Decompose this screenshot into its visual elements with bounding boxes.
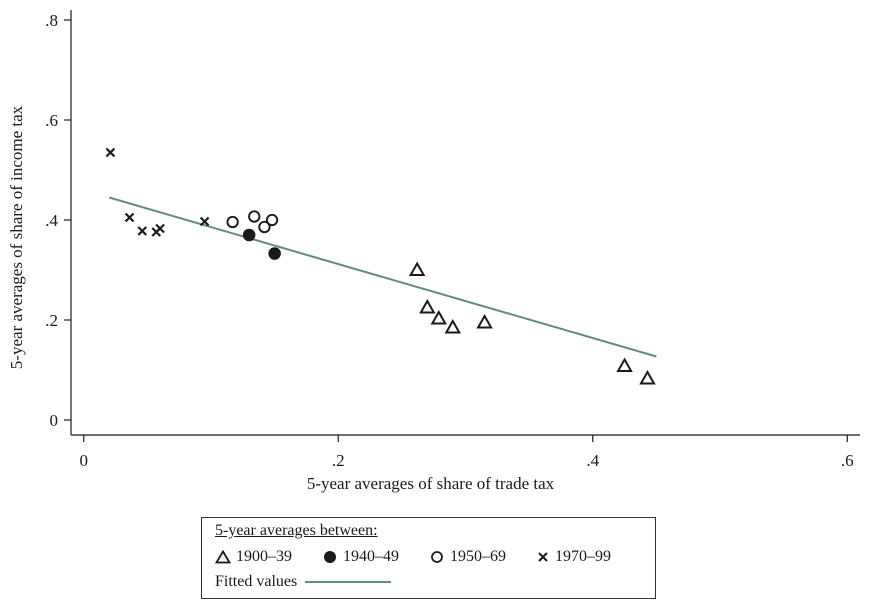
legend: 5-year averages between: 1900–39 1940–49… — [201, 517, 656, 599]
x-axis-title: 5-year averages of share of trade tax — [307, 474, 555, 493]
y-tick-label: .2 — [45, 311, 58, 330]
legend-label-1950-69: 1950–69 — [450, 548, 506, 565]
x-tick-label: .2 — [332, 451, 345, 470]
scatter-chart: 0 .2 .4 .6 .8 0 .2 .4 .6 5-year averages of share… — [7, 10, 860, 493]
x-point — [199, 216, 210, 227]
legend-entry-1950-69: 1950–69 — [429, 548, 506, 566]
legend-entry-1900-39: 1900–39 — [215, 548, 292, 566]
legend-label-fitted: Fitted values — [215, 573, 298, 590]
fitted-line-group — [108, 196, 657, 358]
triangle-marker-icon — [215, 550, 231, 564]
triangle-point — [616, 357, 633, 372]
x-tick-label: 0 — [79, 451, 88, 470]
triangle-point — [408, 261, 426, 276]
triangle-point — [419, 298, 436, 314]
legend-label-1970-99: 1970–99 — [555, 548, 611, 565]
x-point — [124, 212, 135, 223]
y-tick-label: .8 — [45, 11, 58, 30]
x-tick-label: .6 — [841, 451, 854, 470]
fitted-line — [108, 196, 657, 358]
legend-markers-row: 1900–39 1940–49 1950–69 1970–99 — [215, 548, 637, 569]
y-tick-label: .6 — [45, 111, 58, 130]
y-axis-title: 5-year averages of share of income tax — [7, 105, 26, 369]
legend-entry-fitted: Fitted values — [215, 573, 392, 591]
hollow-circle-point — [258, 220, 271, 234]
filled-circle-marker-icon — [324, 551, 336, 563]
hollow-circle-point — [265, 213, 279, 227]
x-point — [137, 226, 148, 236]
x-point — [155, 223, 165, 234]
fitted-line-icon — [305, 581, 392, 583]
legend-label-1900-39: 1900–39 — [236, 548, 292, 565]
triangle-point — [476, 313, 493, 329]
legend-entry-1970-99: 1970–99 — [536, 548, 611, 566]
axes: 0 .2 .4 .6 .8 0 .2 .4 .6 5-year averages of share… — [7, 10, 860, 493]
hollow-circle-point — [248, 210, 261, 223]
y-tick-label: 0 — [50, 411, 59, 430]
legend-title: 5-year averages between: — [215, 522, 378, 539]
x-marker-icon — [538, 552, 548, 562]
y-tick-label: .4 — [45, 211, 58, 230]
filled-circle-point — [242, 228, 256, 242]
filled-circle-point — [268, 247, 281, 260]
x-tick-label: .4 — [586, 451, 599, 470]
legend-label-1940-49: 1940–49 — [343, 548, 399, 565]
hollow-circle-point — [226, 215, 239, 229]
x-point — [105, 147, 116, 158]
data-points — [105, 147, 656, 385]
triangle-point — [430, 309, 447, 325]
legend-entry-1940-49: 1940–49 — [322, 548, 399, 566]
triangle-point — [639, 369, 656, 385]
hollow-circle-marker-icon — [431, 551, 443, 563]
triangle-point — [444, 318, 461, 334]
